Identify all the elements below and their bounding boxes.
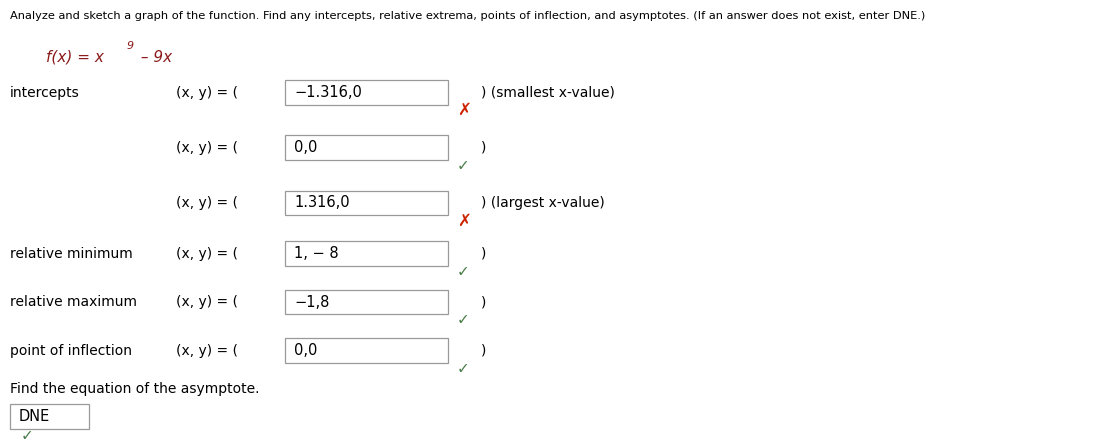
Text: intercepts: intercepts bbox=[10, 86, 80, 100]
Text: ): ) bbox=[481, 247, 486, 261]
Text: ✗: ✗ bbox=[457, 101, 471, 119]
Text: ): ) bbox=[481, 141, 486, 155]
Text: Find the equation of the asymptote.: Find the equation of the asymptote. bbox=[10, 382, 259, 396]
Text: relative maximum: relative maximum bbox=[10, 295, 137, 309]
Text: (x, y) = (: (x, y) = ( bbox=[176, 196, 237, 210]
Text: relative minimum: relative minimum bbox=[10, 247, 133, 261]
FancyBboxPatch shape bbox=[285, 191, 448, 215]
Text: ): ) bbox=[481, 295, 486, 309]
FancyBboxPatch shape bbox=[285, 80, 448, 105]
Text: ✓: ✓ bbox=[457, 264, 470, 279]
Text: −1,8: −1,8 bbox=[294, 295, 329, 310]
Text: – 9x: – 9x bbox=[136, 50, 172, 65]
Text: ): ) bbox=[481, 344, 486, 358]
Text: 1, − 8: 1, − 8 bbox=[294, 246, 339, 261]
Text: ✓: ✓ bbox=[457, 158, 470, 173]
Text: 9: 9 bbox=[126, 41, 133, 51]
Text: ) (largest x-value): ) (largest x-value) bbox=[481, 196, 605, 210]
FancyBboxPatch shape bbox=[285, 338, 448, 363]
Text: (x, y) = (: (x, y) = ( bbox=[176, 295, 237, 309]
FancyBboxPatch shape bbox=[285, 241, 448, 266]
Text: DNE: DNE bbox=[19, 409, 49, 424]
FancyBboxPatch shape bbox=[285, 290, 448, 314]
Text: (x, y) = (: (x, y) = ( bbox=[176, 344, 237, 358]
Text: ✓: ✓ bbox=[21, 428, 34, 441]
Text: (x, y) = (: (x, y) = ( bbox=[176, 247, 237, 261]
Text: 0,0: 0,0 bbox=[294, 343, 317, 358]
Text: 1.316,0: 1.316,0 bbox=[294, 195, 350, 210]
Text: ✗: ✗ bbox=[457, 212, 471, 229]
Text: −1.316,0: −1.316,0 bbox=[294, 85, 362, 100]
Text: 0,0: 0,0 bbox=[294, 140, 317, 155]
Text: Analyze and sketch a graph of the function. Find any intercepts, relative extrem: Analyze and sketch a graph of the functi… bbox=[10, 11, 926, 21]
Text: f(x) = x: f(x) = x bbox=[46, 50, 104, 65]
Text: ✓: ✓ bbox=[457, 312, 470, 327]
Text: ) (smallest x-value): ) (smallest x-value) bbox=[481, 86, 615, 100]
FancyBboxPatch shape bbox=[285, 135, 448, 160]
Text: (x, y) = (: (x, y) = ( bbox=[176, 86, 237, 100]
Text: point of inflection: point of inflection bbox=[10, 344, 132, 358]
Text: ✓: ✓ bbox=[457, 361, 470, 376]
FancyBboxPatch shape bbox=[10, 404, 89, 429]
Text: (x, y) = (: (x, y) = ( bbox=[176, 141, 237, 155]
